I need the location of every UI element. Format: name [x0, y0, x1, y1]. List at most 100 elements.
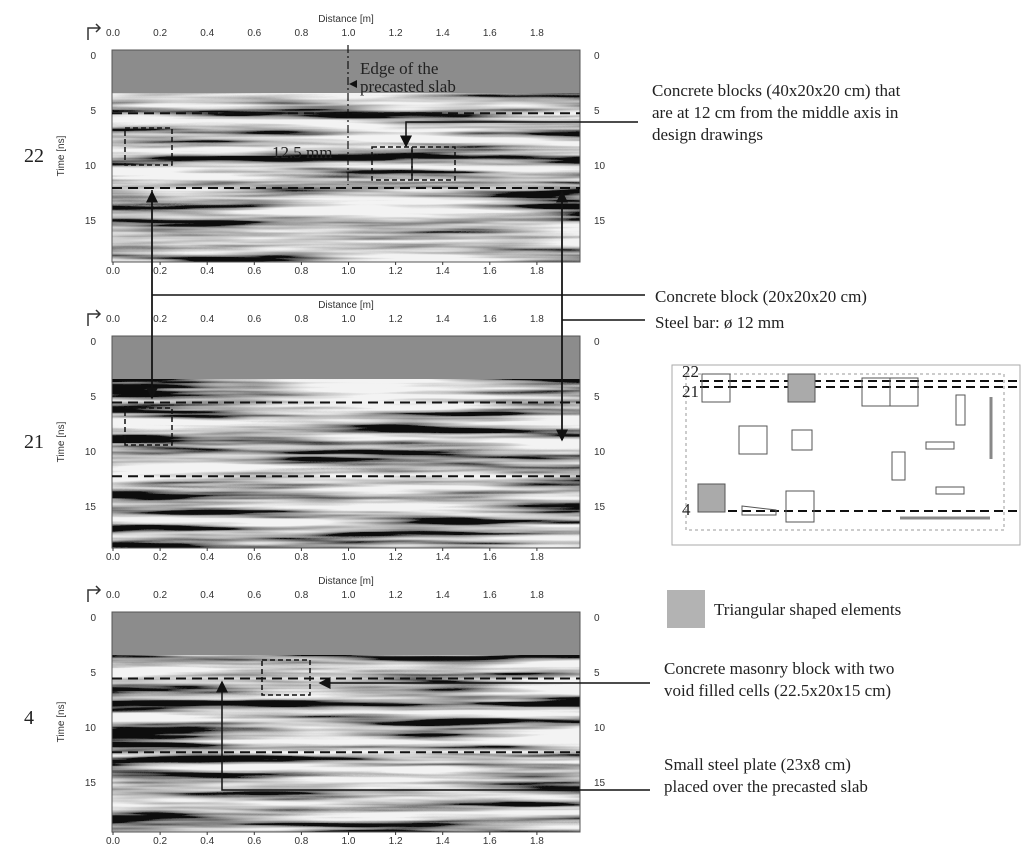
x-tick-label: 1.8: [530, 836, 544, 847]
target-box: [124, 127, 173, 166]
plan-element: [791, 429, 813, 451]
x-tick-label: 0.4: [200, 314, 214, 325]
plan-label: 21: [682, 382, 699, 401]
x-tick-label: 0.6: [247, 314, 261, 325]
y-tick-label: 10: [594, 723, 606, 734]
x-tick-label: 0.4: [200, 266, 214, 277]
x-axis-label: Distance [m]: [318, 14, 374, 25]
x-axis-label: Distance [m]: [318, 300, 374, 311]
x-tick-label: 0.8: [294, 552, 308, 563]
legend-label: Triangular shaped elements: [714, 600, 901, 619]
y-tick-label: 15: [594, 502, 606, 513]
x-tick-label: 0.2: [153, 836, 167, 847]
plan-element: [738, 425, 768, 455]
panel-id: 22: [24, 145, 44, 167]
plan-outer: [671, 364, 1021, 546]
x-tick-label: 1.0: [342, 590, 356, 601]
y-tick-label: 0: [594, 613, 600, 624]
x-tick-label: 1.8: [530, 28, 544, 39]
plot-frame: [111, 611, 581, 833]
corner-icon: [87, 309, 102, 326]
plan-element: [787, 373, 816, 403]
plan-label: 4: [682, 500, 691, 519]
plan-element: [701, 373, 731, 403]
plot-frame: [111, 49, 581, 263]
y-axis-label: Time [ns]: [56, 701, 67, 742]
x-tick-label: 1.2: [389, 28, 403, 39]
x-tick-label: 0.6: [247, 590, 261, 601]
x-tick-label: 1.0: [342, 836, 356, 847]
y-tick-label: 10: [594, 447, 606, 458]
x-tick-label: 1.2: [389, 314, 403, 325]
x-tick-label: 0.2: [153, 314, 167, 325]
plot-frame: [111, 335, 581, 549]
panel-id: 4: [24, 707, 34, 729]
y-tick-label: 5: [594, 392, 600, 403]
annotation: Concrete masonry block with two: [664, 659, 894, 678]
x-tick-label: 1.6: [483, 552, 497, 563]
plan-element: [891, 451, 906, 481]
y-tick-label: 0: [90, 337, 96, 348]
x-tick-label: 1.4: [436, 314, 450, 325]
note: 12.5 mm: [272, 143, 332, 162]
y-tick-label: 0: [90, 613, 96, 624]
x-tick-label: 1.6: [483, 28, 497, 39]
x-tick-label: 1.0: [342, 552, 356, 563]
y-tick-label: 5: [90, 106, 96, 117]
x-tick-label: 0.4: [200, 836, 214, 847]
x-tick-label: 1.0: [342, 314, 356, 325]
x-tick-label: 1.4: [436, 836, 450, 847]
target-box: [371, 146, 413, 181]
corner-icon: [87, 23, 102, 40]
x-tick-label: 0.0: [106, 28, 120, 39]
y-tick-label: 15: [85, 502, 97, 513]
y-tick-label: 0: [594, 51, 600, 62]
x-tick-label: 0.8: [294, 266, 308, 277]
annotation: are at 12 cm from the middle axis in: [652, 103, 899, 122]
y-tick-label: 5: [90, 668, 96, 679]
x-tick-label: 0.4: [200, 552, 214, 563]
x-tick-label: 1.8: [530, 590, 544, 601]
x-tick-label: 0.8: [294, 314, 308, 325]
x-tick-label: 1.4: [436, 28, 450, 39]
x-tick-label: 0.4: [200, 28, 214, 39]
x-tick-label: 0.0: [106, 836, 120, 847]
plan-element: [861, 377, 891, 407]
x-tick-label: 1.2: [389, 552, 403, 563]
plan-label: 22: [682, 362, 699, 381]
x-tick-label: 1.8: [530, 552, 544, 563]
x-tick-label: 1.8: [530, 266, 544, 277]
x-tick-label: 0.8: [294, 836, 308, 847]
x-tick-label: 0.8: [294, 28, 308, 39]
y-tick-label: 10: [85, 447, 97, 458]
annotation: Steel bar: ø 12 mm: [655, 313, 784, 332]
x-tick-label: 0.6: [247, 836, 261, 847]
plan-element: [785, 490, 815, 523]
x-tick-label: 0.6: [247, 28, 261, 39]
x-tick-label: 0.8: [294, 590, 308, 601]
annotation-line: [400, 121, 638, 148]
y-tick-label: 10: [85, 723, 97, 734]
x-tick-label: 1.4: [436, 590, 450, 601]
x-tick-label: 0.0: [106, 590, 120, 601]
radargram: [112, 655, 580, 832]
plan-element: [935, 486, 965, 495]
x-tick-label: 0.6: [247, 552, 261, 563]
y-tick-label: 15: [85, 778, 97, 789]
corner-icon: [87, 585, 102, 602]
x-tick-label: 1.0: [342, 266, 356, 277]
x-axis-label: Distance [m]: [318, 576, 374, 587]
plan-element: [697, 483, 726, 513]
x-tick-label: 1.4: [436, 552, 450, 563]
y-tick-label: 15: [594, 216, 606, 227]
target-box: [261, 659, 311, 696]
x-tick-label: 1.4: [436, 266, 450, 277]
x-tick-label: 1.6: [483, 836, 497, 847]
y-tick-label: 5: [594, 106, 600, 117]
annotation: design drawings: [652, 125, 763, 144]
x-tick-label: 0.6: [247, 266, 261, 277]
note: Edge of the: [360, 59, 438, 78]
x-tick-label: 1.2: [389, 590, 403, 601]
x-tick-label: 1.2: [389, 266, 403, 277]
